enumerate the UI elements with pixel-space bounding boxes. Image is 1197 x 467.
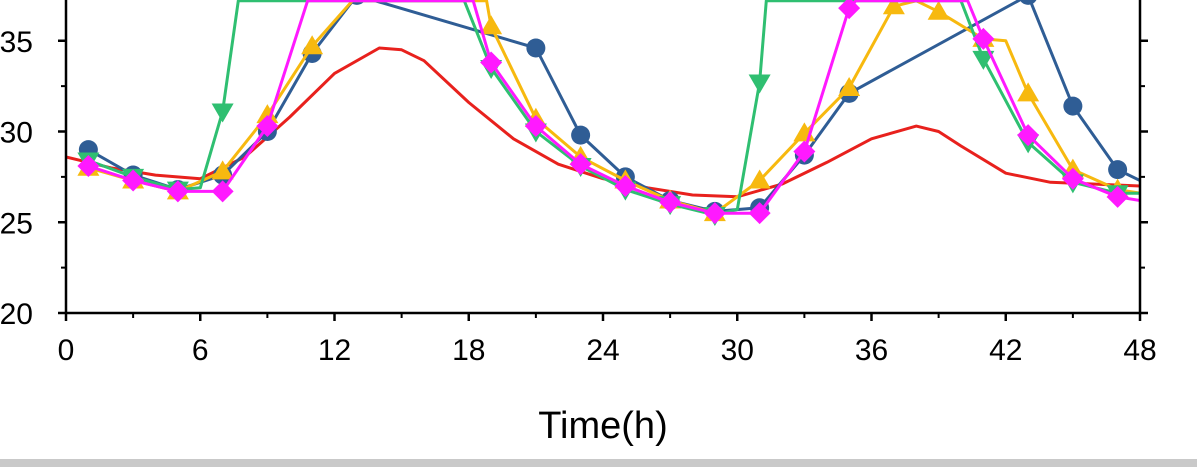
data-point [703, 202, 726, 225]
data-point [748, 169, 771, 189]
x-tick-label: 6 [192, 334, 209, 367]
data-point [122, 169, 145, 192]
x-tick-label: 0 [58, 334, 75, 367]
data-point [256, 104, 279, 124]
data-point [972, 50, 995, 70]
data-point [1017, 124, 1040, 147]
footer-bar [0, 459, 1197, 467]
data-point [838, 0, 861, 20]
x-tick-label: 48 [1123, 334, 1156, 367]
data-point [1061, 167, 1084, 190]
data-point [882, 0, 905, 15]
x-tick-label: 30 [721, 334, 754, 367]
series-4-diamond [77, 0, 1140, 225]
x-tick-label: 24 [586, 334, 619, 367]
data-point [1106, 185, 1129, 208]
data-point [1063, 96, 1083, 116]
data-point [77, 154, 100, 177]
x-tick-label: 36 [855, 334, 888, 367]
data-point [793, 140, 816, 163]
x-tick-label: 12 [318, 334, 351, 367]
data-point [1108, 160, 1128, 180]
data-point [1019, 0, 1037, 5]
y-tick-label: 25 [0, 207, 33, 240]
data-point [256, 115, 279, 138]
data-point [748, 202, 771, 225]
x-tick-label: 18 [452, 334, 485, 367]
data-point [211, 180, 234, 203]
data-point [480, 15, 503, 35]
data-point [569, 153, 592, 176]
data-point [659, 191, 682, 214]
data-point [166, 180, 189, 203]
data-point [301, 35, 324, 55]
axes-layer: 0 6 12 18 24 30 36 42 48 20 25 30 35 [0, 0, 1157, 367]
data-point [211, 103, 234, 123]
data-point [972, 27, 995, 50]
series-line [87, 0, 1140, 217]
data-point [526, 38, 546, 58]
y-tick-label: 35 [0, 26, 33, 59]
data-point [524, 115, 547, 138]
data-point [571, 125, 591, 145]
data-point [211, 160, 234, 180]
data-point [1017, 82, 1040, 102]
data-point [614, 174, 637, 197]
y-tick-label: 30 [0, 117, 33, 150]
x-axis-title: Time(h) [538, 405, 667, 447]
data-point [838, 76, 861, 96]
data-point [927, 0, 950, 20]
data-point [480, 51, 503, 74]
x-tick-label: 42 [989, 334, 1022, 367]
data-point [748, 74, 771, 94]
series-layer [66, 0, 1140, 226]
y-tick-label: 20 [0, 298, 33, 331]
